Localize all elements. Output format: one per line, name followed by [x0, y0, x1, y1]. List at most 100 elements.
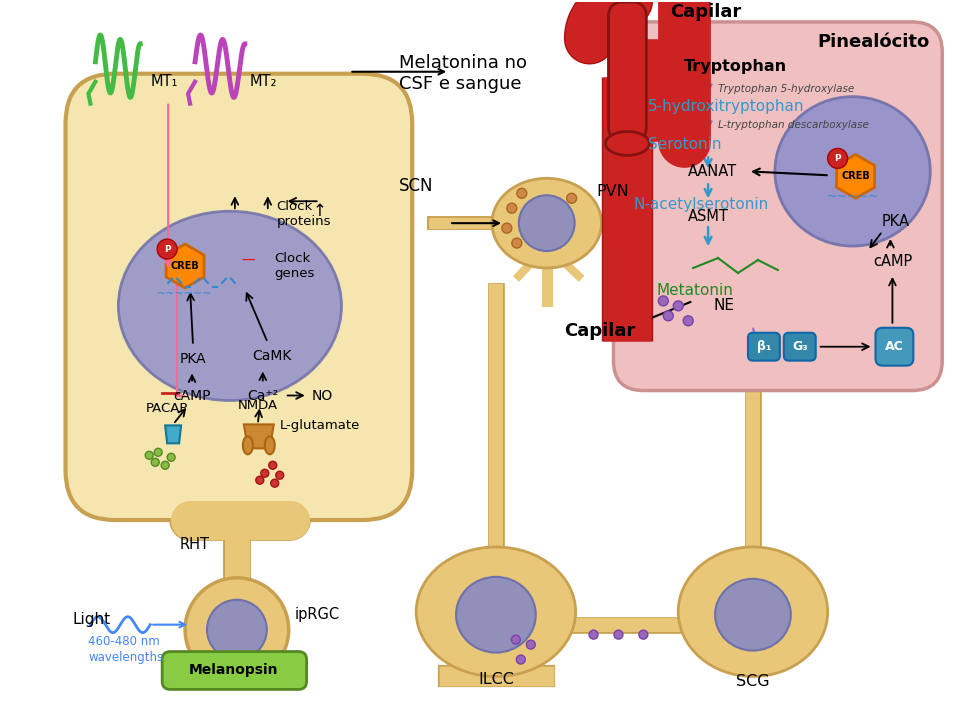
Ellipse shape: [638, 630, 648, 639]
Text: AANAT: AANAT: [688, 164, 737, 179]
Text: RHT: RHT: [180, 537, 210, 552]
Text: L-tryptophan descarboxylase: L-tryptophan descarboxylase: [718, 120, 869, 130]
Ellipse shape: [502, 223, 512, 233]
Text: PVN: PVN: [596, 184, 630, 199]
Ellipse shape: [255, 476, 264, 484]
Text: +: +: [176, 389, 186, 402]
Text: Melanopsin: Melanopsin: [189, 664, 278, 678]
Polygon shape: [244, 424, 274, 449]
FancyBboxPatch shape: [613, 22, 942, 390]
Ellipse shape: [261, 469, 269, 477]
Ellipse shape: [155, 449, 162, 456]
Text: P: P: [164, 245, 171, 253]
Text: Capilar: Capilar: [670, 3, 741, 21]
Text: MT₁: MT₁: [150, 74, 178, 89]
Text: —: —: [241, 254, 254, 268]
Ellipse shape: [417, 547, 576, 677]
Ellipse shape: [516, 189, 527, 198]
Ellipse shape: [271, 480, 278, 487]
Text: ~~~~~: ~~~~~: [827, 190, 878, 203]
Ellipse shape: [276, 471, 284, 480]
Text: P: P: [834, 154, 841, 163]
Text: SCG: SCG: [736, 674, 770, 689]
Text: N-acetylserotonin: N-acetylserotonin: [634, 197, 769, 212]
Text: Ca⁺²: Ca⁺²: [248, 389, 278, 402]
Ellipse shape: [715, 579, 791, 651]
FancyBboxPatch shape: [876, 328, 913, 366]
Ellipse shape: [589, 630, 598, 639]
Ellipse shape: [243, 436, 252, 454]
Text: ILCC: ILCC: [478, 672, 514, 687]
Text: Serotonin: Serotonin: [648, 137, 722, 152]
Ellipse shape: [606, 132, 649, 156]
Polygon shape: [166, 244, 204, 288]
Text: CREB: CREB: [841, 171, 870, 181]
Ellipse shape: [512, 238, 522, 248]
Ellipse shape: [775, 96, 930, 246]
FancyBboxPatch shape: [609, 2, 646, 141]
Ellipse shape: [207, 600, 267, 660]
Text: MT₂: MT₂: [250, 74, 277, 89]
Text: wavelengths: wavelengths: [88, 651, 163, 664]
Text: PACAP: PACAP: [146, 402, 188, 415]
Text: Metatonin: Metatonin: [657, 284, 733, 298]
Ellipse shape: [512, 635, 520, 644]
Ellipse shape: [526, 640, 536, 649]
Ellipse shape: [118, 211, 342, 400]
Ellipse shape: [269, 462, 276, 469]
Ellipse shape: [492, 179, 602, 268]
Text: ipRGC: ipRGC: [295, 607, 340, 622]
Text: Pinealócito: Pinealócito: [818, 33, 930, 51]
Text: 5-hydroxitryptophan: 5-hydroxitryptophan: [648, 99, 804, 114]
Text: NE: NE: [713, 298, 734, 313]
Polygon shape: [165, 426, 181, 444]
Text: cAMP: cAMP: [174, 389, 211, 402]
Text: Tryptophan 5-hydroxylase: Tryptophan 5-hydroxylase: [718, 84, 854, 94]
Ellipse shape: [145, 451, 154, 459]
Text: CaMK: CaMK: [252, 348, 292, 363]
Text: Tryptophan: Tryptophan: [684, 59, 787, 74]
Text: Capilar: Capilar: [564, 322, 635, 340]
Text: ~~~~~~: ~~~~~~: [157, 289, 213, 299]
Ellipse shape: [659, 296, 668, 306]
Ellipse shape: [157, 239, 177, 259]
FancyBboxPatch shape: [162, 652, 306, 690]
Ellipse shape: [566, 193, 577, 203]
Ellipse shape: [456, 577, 536, 652]
Ellipse shape: [518, 195, 575, 251]
Text: AC: AC: [885, 341, 903, 354]
Ellipse shape: [516, 655, 525, 664]
Text: G₃: G₃: [792, 341, 807, 354]
Text: NO: NO: [312, 389, 333, 402]
FancyBboxPatch shape: [748, 333, 780, 361]
Text: L-glutamate: L-glutamate: [279, 419, 360, 432]
Text: PKA: PKA: [180, 351, 206, 366]
Text: PKA: PKA: [881, 214, 909, 229]
Text: cAMP: cAMP: [873, 253, 912, 269]
Text: ↑: ↑: [313, 202, 326, 220]
Text: SCN: SCN: [399, 177, 434, 195]
Text: NMDA: NMDA: [238, 400, 277, 413]
Text: Light: Light: [73, 612, 110, 627]
Ellipse shape: [663, 311, 673, 321]
Polygon shape: [836, 154, 875, 198]
Ellipse shape: [614, 630, 623, 639]
Ellipse shape: [678, 547, 828, 677]
Text: CREB: CREB: [171, 261, 200, 271]
Ellipse shape: [152, 459, 159, 467]
Ellipse shape: [265, 436, 275, 454]
Ellipse shape: [673, 301, 684, 311]
FancyBboxPatch shape: [783, 333, 816, 361]
Text: ASMT: ASMT: [688, 209, 729, 224]
Ellipse shape: [161, 462, 169, 469]
Text: Clock
proteins: Clock proteins: [276, 200, 331, 228]
Text: 460-480 nm: 460-480 nm: [88, 635, 160, 648]
Ellipse shape: [684, 316, 693, 325]
FancyBboxPatch shape: [65, 73, 412, 520]
Text: Clock
genes: Clock genes: [275, 252, 315, 280]
Ellipse shape: [828, 148, 848, 168]
Ellipse shape: [507, 203, 516, 213]
Ellipse shape: [185, 578, 289, 681]
Ellipse shape: [167, 454, 175, 462]
Text: Melatonina no
CSF e sangue: Melatonina no CSF e sangue: [399, 54, 527, 93]
